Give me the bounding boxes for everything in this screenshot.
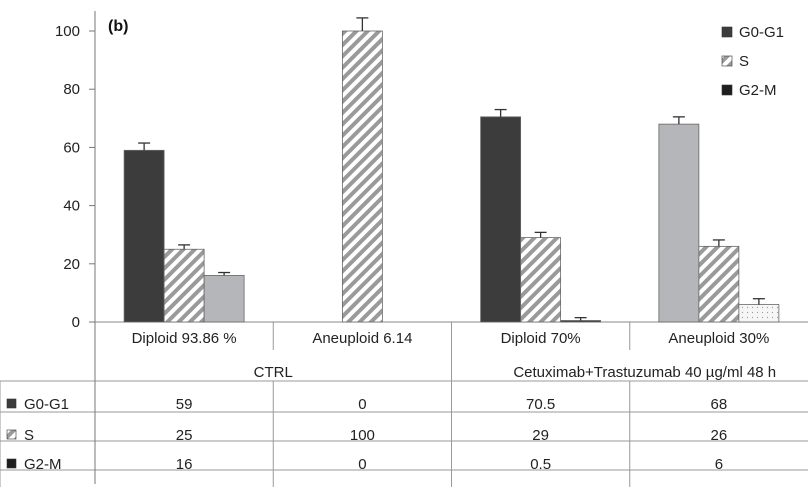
y-tick-label: 60 <box>63 139 80 156</box>
legend-label-g2-m: G2-M <box>739 82 777 99</box>
table-grid <box>0 322 808 487</box>
table-cell: 29 <box>532 427 549 444</box>
bar-g2-m <box>560 320 602 323</box>
table-row-label: G2-M <box>24 456 62 473</box>
category-label: Diploid 93.86 % <box>132 330 237 347</box>
group-label: Cetuximab+Trastuzumab 40 µg/ml 48 h <box>513 364 776 381</box>
table-row-label: S <box>24 427 34 444</box>
bar-g0-g1 <box>123 149 165 323</box>
table-cell: 70.5 <box>526 396 555 413</box>
bar-s <box>341 30 383 323</box>
table-cell: 0 <box>358 396 366 413</box>
bar-s <box>698 245 740 323</box>
table-row-swatch <box>6 458 17 469</box>
table-cell: 0 <box>358 456 366 473</box>
table-row-label: G0-G1 <box>24 396 69 413</box>
table-cell: 0.5 <box>530 456 551 473</box>
y-tick-label: 80 <box>63 81 80 98</box>
category-label: Aneuploid 6.14 <box>312 330 412 347</box>
table-cell: 68 <box>711 396 728 413</box>
y-tick-label: 40 <box>63 198 80 215</box>
legend-swatch-s <box>721 55 733 67</box>
y-tick-label: 100 <box>55 23 80 40</box>
y-tick-label: 0 <box>72 314 80 331</box>
legend-label-g0-g1: G0-G1 <box>739 24 784 41</box>
table-cell: 100 <box>350 427 375 444</box>
data-table: Diploid 93.86 % Aneuploid 6.14 Diploid 70%… <box>6 330 776 473</box>
bar-g0-g1 <box>480 116 522 323</box>
legend: G0-G1 S G2-M <box>721 24 784 99</box>
y-tick-label: 20 <box>63 256 80 273</box>
group-label: CTRL <box>254 364 293 381</box>
bar-s <box>163 248 205 323</box>
category-label: Aneuploid 30% <box>668 330 769 347</box>
table-row-swatch <box>6 429 17 440</box>
table-row-swatch <box>6 398 17 409</box>
bar-g2-m <box>203 275 245 323</box>
bar-g0-g1 <box>658 123 700 323</box>
bar-g2-m <box>738 304 780 323</box>
legend-swatch-g0-g1 <box>721 26 733 38</box>
legend-label-s: S <box>739 53 749 70</box>
bar-s <box>520 237 562 323</box>
panel-label: (b) <box>108 18 128 35</box>
category-label: Diploid 70% <box>501 330 581 347</box>
legend-swatch-g2-m <box>721 84 733 96</box>
table-cell: 59 <box>176 396 193 413</box>
table-cell: 16 <box>176 456 193 473</box>
table-cell: 25 <box>176 427 193 444</box>
bars <box>123 17 780 323</box>
table-cell: 6 <box>715 456 723 473</box>
table-cell: 26 <box>711 427 728 444</box>
